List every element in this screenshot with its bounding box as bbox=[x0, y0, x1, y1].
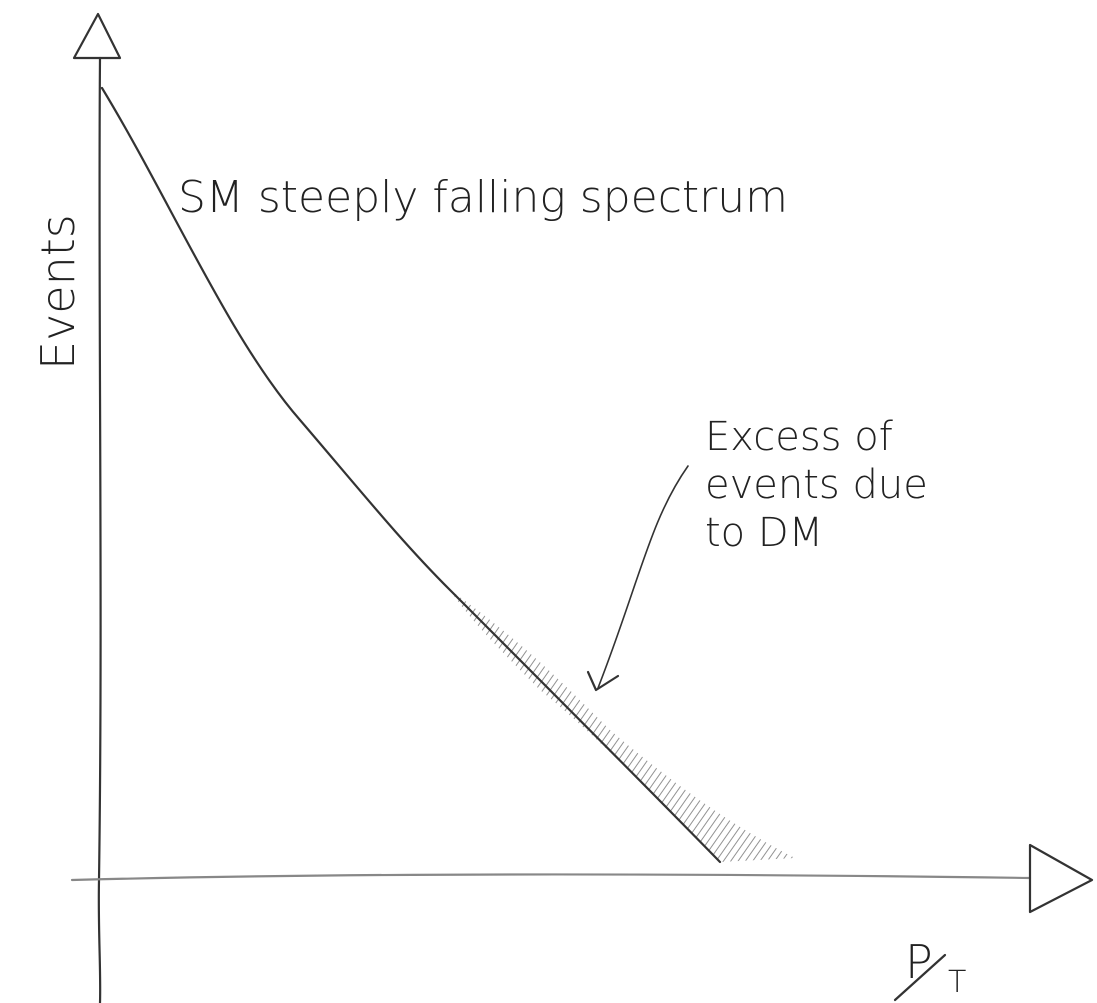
excess-shading bbox=[450, 590, 795, 862]
annotation-arrow bbox=[597, 465, 689, 689]
excess-annotation: Excess of bbox=[705, 414, 893, 460]
missing-slash bbox=[893, 953, 947, 1002]
excess-annotation: to DM bbox=[705, 510, 823, 556]
x-axis-label: P bbox=[905, 935, 933, 989]
x-axis bbox=[70, 873, 1032, 882]
spectrum-annotation: SM steeply falling spectrum bbox=[178, 172, 788, 223]
x-axis-arrow bbox=[1028, 843, 1094, 914]
sm-curve bbox=[100, 86, 722, 864]
annotation-arrowhead bbox=[586, 670, 620, 692]
y-axis-arrow bbox=[72, 12, 122, 60]
x-axis-label-subscript: T bbox=[948, 965, 966, 1000]
y-axis-label: Events bbox=[31, 214, 85, 370]
excess-annotation: events due bbox=[705, 462, 928, 508]
y-axis bbox=[97, 56, 102, 1003]
